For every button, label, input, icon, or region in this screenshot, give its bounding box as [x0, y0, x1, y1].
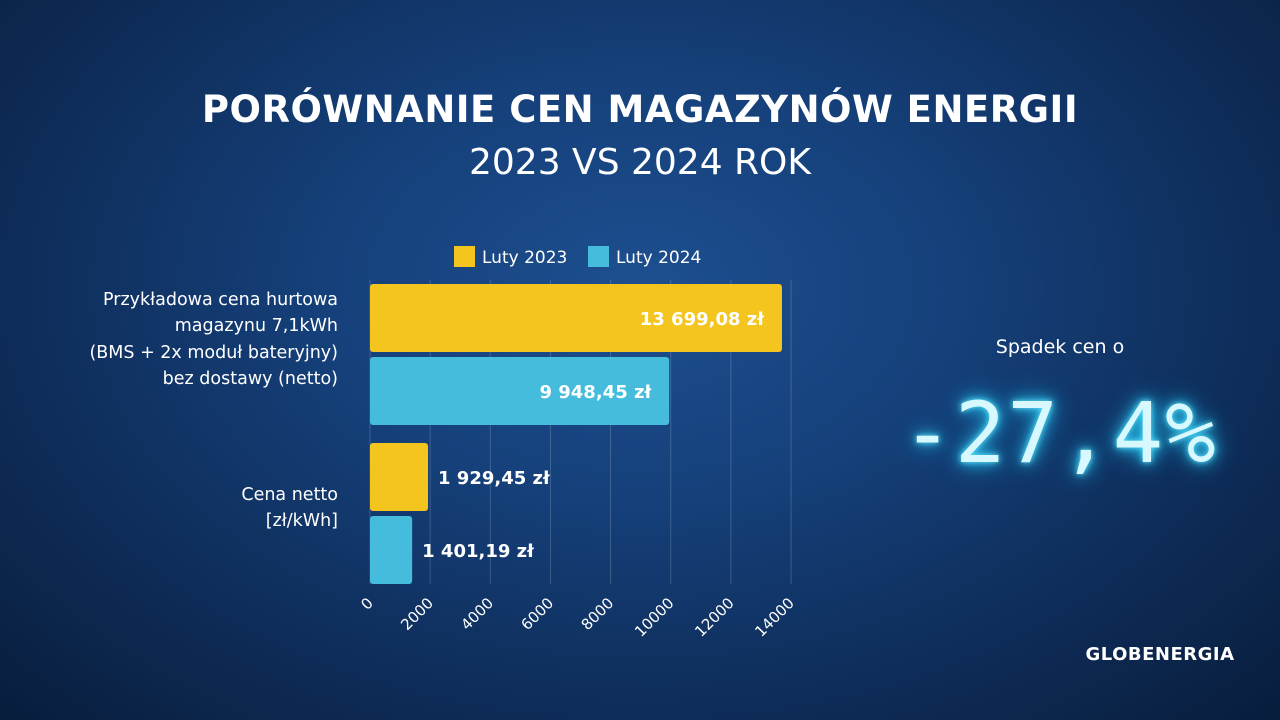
- category-label-line: (BMS + 2x moduł bateryjny): [89, 342, 338, 363]
- x-tick-label: 10000: [631, 594, 677, 640]
- data-label: 9 948,45 zł: [539, 382, 652, 403]
- x-tick-label: 8000: [578, 594, 618, 634]
- category-label-wholesale-price: Przykładowa cena hurtowa magazynu 7,1kWh (…: [20, 287, 338, 392]
- x-tick-label: 6000: [518, 594, 558, 634]
- x-tick-label: 0: [357, 594, 376, 613]
- price-drop-caption: Spadek cen o: [995, 336, 1125, 358]
- data-label: 1 401,19 zł: [422, 541, 535, 562]
- category-label-net-price-per-kwh: Cena netto [zł/kWh]: [20, 482, 338, 535]
- price-drop-value: -27,4%: [902, 384, 1218, 482]
- category-label-line: magazynu 7,1kWh: [174, 316, 338, 337]
- data-label: 13 699,08 zł: [640, 309, 766, 330]
- legend-label: Luty 2024: [616, 248, 701, 268]
- category-label-line: bez dostawy (netto): [162, 368, 338, 389]
- x-tick-label: 12000: [691, 594, 737, 640]
- category-label-line: [zł/kWh]: [265, 511, 338, 532]
- bar-2023: [370, 284, 782, 352]
- data-label: 1 929,45 zł: [438, 468, 551, 489]
- chart-title: PORÓWNANIE CEN MAGAZYNÓW ENERGII: [201, 88, 1079, 131]
- x-tick-label: 2000: [397, 594, 437, 634]
- brand-logo: GLOBENERGIA: [1085, 644, 1235, 665]
- x-tick-label: 14000: [751, 594, 797, 640]
- legend-swatch: [454, 246, 475, 267]
- category-label-line: Przykładowa cena hurtowa: [103, 290, 338, 310]
- bar-2024: [370, 357, 670, 425]
- bar-2024: [370, 516, 413, 584]
- legend-label: Luty 2023: [482, 248, 567, 268]
- chart-subtitle: 2023 VS 2024 ROK: [469, 142, 811, 183]
- bar-2023: [370, 443, 429, 511]
- legend-swatch: [588, 246, 609, 267]
- category-label-line: Cena netto: [241, 485, 338, 505]
- x-tick-label: 4000: [457, 594, 497, 634]
